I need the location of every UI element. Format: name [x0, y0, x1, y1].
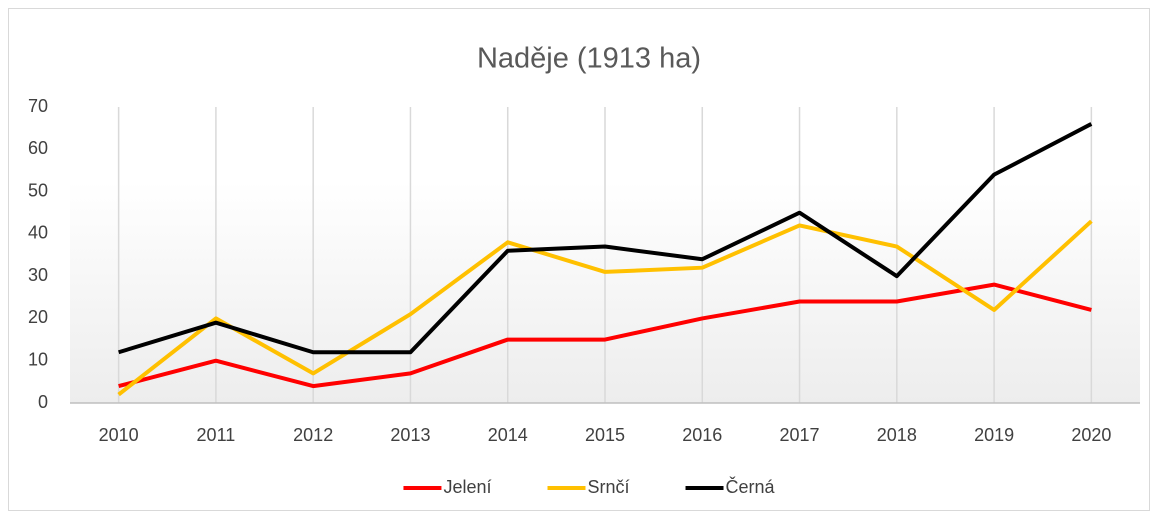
x-tick-label: 2013	[390, 425, 430, 445]
y-tick-label: 20	[28, 307, 48, 327]
y-tick-label: 0	[38, 392, 48, 412]
y-tick-label: 50	[28, 180, 48, 200]
legend-label: Jelení	[443, 477, 491, 497]
x-tick-label: 2020	[1071, 425, 1111, 445]
chart-title: Naděje (1913 ha)	[477, 43, 701, 75]
y-tick-label: 40	[28, 223, 48, 243]
y-tick-label: 30	[28, 265, 48, 285]
series-line	[118, 282, 1092, 389]
x-tick-label: 2010	[99, 425, 139, 445]
y-tick-label: 10	[28, 349, 48, 369]
x-tick-label: 2017	[780, 425, 820, 445]
y-tick-label: 70	[28, 96, 48, 116]
series-line	[117, 219, 1093, 397]
x-tick-label: 2012	[293, 425, 333, 445]
y-tick-label: 60	[28, 138, 48, 158]
legend-label: Srnčí	[588, 477, 630, 497]
x-tick-label: 2019	[974, 425, 1014, 445]
series-line	[118, 122, 1093, 355]
x-tick-label: 2016	[682, 425, 722, 445]
x-tick-label: 2018	[877, 425, 917, 445]
x-tick-label: 2011	[197, 425, 236, 445]
legend-label: Černá	[726, 476, 776, 497]
x-tick-label: 2014	[488, 425, 528, 445]
x-tick-label: 2015	[585, 425, 625, 445]
